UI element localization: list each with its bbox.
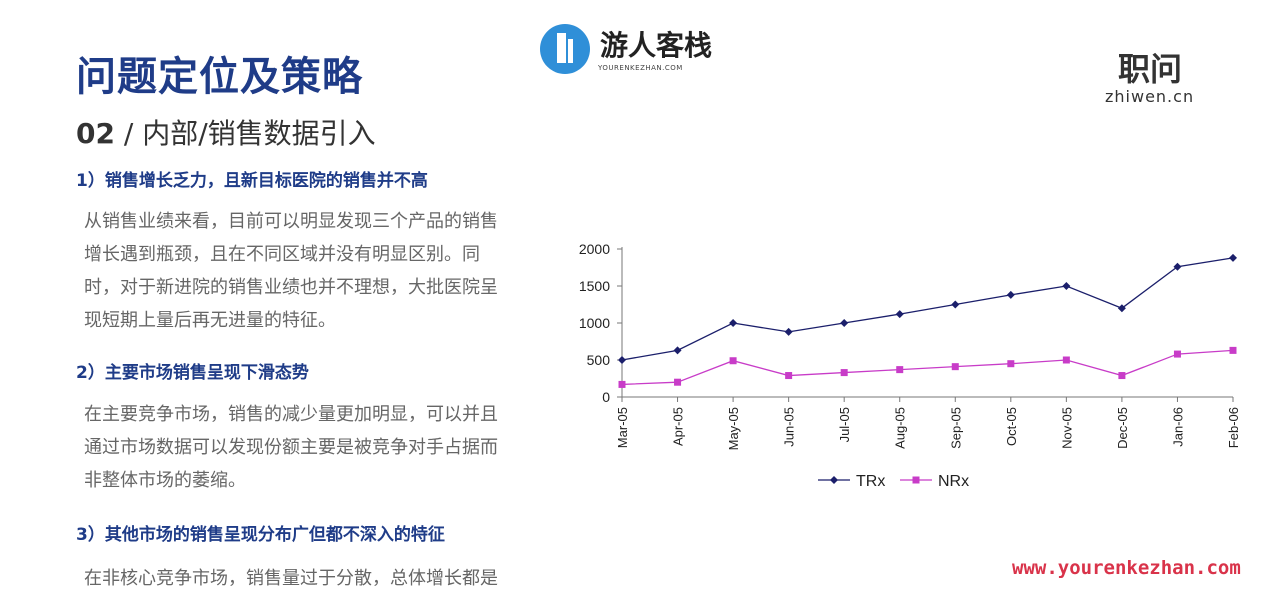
x-tick-label: Dec-05 bbox=[1115, 407, 1130, 449]
x-tick-label: Jul-05 bbox=[837, 407, 852, 442]
youren-logo: 游人客栈 YOURENKEZHAN.COM bbox=[540, 24, 740, 78]
section-1-text: 从销售业绩来看，目前可以明显发现三个产品的销售 增长遇到瓶颈，且在不同区域并没有… bbox=[84, 205, 524, 337]
data-point-trx bbox=[1229, 253, 1237, 262]
legend-label-nrx: NRx bbox=[938, 473, 969, 490]
x-tick-label: Nov-05 bbox=[1059, 407, 1074, 449]
data-point-nrx bbox=[1229, 346, 1237, 354]
series-line-trx bbox=[621, 257, 1234, 361]
data-point-nrx bbox=[674, 378, 682, 386]
site-watermark: www.yourenkezhan.com bbox=[1012, 557, 1241, 579]
page-title: 问题定位及策略 bbox=[76, 54, 363, 100]
legend-label-trx: TRx bbox=[856, 473, 885, 490]
data-point-trx bbox=[1062, 282, 1071, 290]
x-tick-label: Oct-05 bbox=[1004, 407, 1019, 446]
data-point-nrx bbox=[1173, 350, 1181, 358]
data-point-nrx bbox=[1062, 356, 1070, 364]
data-point-nrx bbox=[785, 372, 793, 380]
subtitle-number: 02 bbox=[76, 117, 115, 150]
text-line: 在非核心竞争市场，销售量过于分散，总体增长都是 bbox=[84, 568, 498, 589]
x-tick-label: May-05 bbox=[726, 407, 741, 450]
x-tick-label: Feb-06 bbox=[1226, 407, 1241, 448]
text-line: 时，对于新进院的销售业绩也并不理想，大批医院呈 bbox=[84, 277, 498, 298]
data-point-trx bbox=[784, 327, 793, 336]
data-point-trx bbox=[1117, 304, 1126, 313]
text-line: 在主要竞争市场，销售的减少量更加明显，可以并且 bbox=[84, 404, 498, 425]
legend-marker-trx bbox=[830, 476, 838, 484]
zhiwen-logo-domain: zhiwen.cn bbox=[1105, 87, 1195, 106]
youren-logo-name: 游人客栈 bbox=[600, 29, 713, 62]
text-line: 现短期上量后再无进量的特征。 bbox=[84, 310, 336, 331]
youren-logo-sub: YOURENKEZHAN.COM bbox=[598, 64, 683, 72]
x-tick-label: Apr-05 bbox=[671, 407, 686, 446]
data-point-trx bbox=[951, 300, 960, 309]
x-tick-label: Sep-05 bbox=[948, 407, 963, 449]
y-tick-label: 1500 bbox=[579, 278, 610, 294]
x-tick-label: Aug-05 bbox=[893, 407, 908, 449]
data-point-trx bbox=[895, 310, 904, 319]
section-3-text: 在非核心竞争市场，销售量过于分散，总体增长都是 bbox=[84, 562, 524, 595]
page-subtitle: 02 / 内部/销售数据引入 bbox=[76, 112, 376, 152]
section-3-heading: 3）其他市场的销售呈现分布广但都不深入的特征 bbox=[76, 525, 445, 545]
data-point-nrx bbox=[618, 380, 626, 388]
text-line: 增长遇到瓶颈，且在不同区域并没有明显区别。同 bbox=[84, 244, 480, 265]
section-2-text: 在主要竞争市场，销售的减少量更加明显，可以并且 通过市场数据可以发现份额主要是被… bbox=[84, 398, 524, 497]
subtitle-text: 内部/销售数据引入 bbox=[142, 117, 376, 150]
youren-logo-icon bbox=[540, 24, 590, 74]
sales-line-chart: 0 500 1000 1500 2000 Mar-05 Apr-05 May-05 Jun-05… bbox=[579, 241, 1241, 490]
data-point-nrx bbox=[729, 357, 737, 365]
text-line: 通过市场数据可以发现份额主要是被竞争对手占据而 bbox=[84, 437, 498, 458]
section-2-heading: 2）主要市场销售呈现下滑态势 bbox=[76, 363, 309, 383]
zhiwen-logo-name: 职问 bbox=[1118, 50, 1183, 88]
text-line: 从销售业绩来看，目前可以明显发现三个产品的销售 bbox=[84, 211, 498, 232]
y-tick-label: 0 bbox=[602, 389, 610, 405]
y-tick-label: 2000 bbox=[579, 241, 610, 257]
subtitle-separator: / bbox=[114, 117, 143, 150]
series-line-nrx bbox=[621, 349, 1234, 386]
legend-marker-nrx bbox=[912, 476, 920, 484]
data-point-nrx bbox=[896, 366, 904, 374]
data-point-trx bbox=[1173, 262, 1182, 271]
zhiwen-logo: 职问 zhiwen.cn bbox=[1102, 44, 1212, 106]
data-point-nrx bbox=[1007, 360, 1015, 368]
x-tick-label: Mar-05 bbox=[615, 407, 630, 448]
data-point-trx bbox=[840, 319, 849, 327]
section-1-heading: 1）销售增长乏力，且新目标医院的销售并不高 bbox=[76, 171, 428, 191]
text-line: 非整体市场的萎缩。 bbox=[84, 470, 246, 491]
data-point-trx bbox=[729, 319, 738, 327]
data-point-trx bbox=[673, 346, 682, 355]
data-point-trx bbox=[1006, 290, 1015, 299]
y-tick-label: 500 bbox=[587, 352, 611, 368]
data-point-nrx bbox=[1118, 372, 1126, 380]
data-point-trx bbox=[618, 356, 626, 364]
x-tick-label: Jan-06 bbox=[1170, 407, 1185, 447]
x-tick-label: Jun-05 bbox=[782, 407, 797, 447]
data-point-nrx bbox=[951, 363, 959, 371]
data-point-nrx bbox=[840, 369, 848, 377]
y-tick-label: 1000 bbox=[579, 315, 610, 331]
